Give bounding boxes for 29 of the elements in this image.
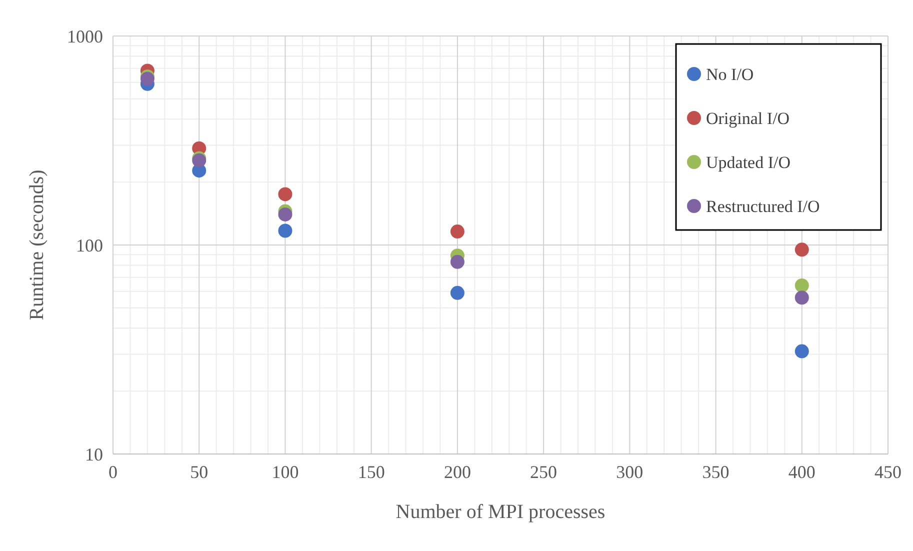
x-axis-title: Number of MPI processes <box>396 501 606 523</box>
point <box>278 187 292 202</box>
x-tick-label: 350 <box>702 462 730 482</box>
y-tick-label: 1000 <box>67 26 103 46</box>
point <box>794 242 809 257</box>
x-tick-label: 450 <box>874 462 902 482</box>
point <box>278 224 292 238</box>
point <box>794 290 809 305</box>
x-tick-label: 300 <box>616 462 644 482</box>
x-tick-label: 250 <box>530 462 558 482</box>
legend-label: Restructured I/O <box>706 196 820 216</box>
legend-label: No I/O <box>706 64 754 84</box>
point <box>278 207 292 222</box>
x-tick-label: 400 <box>788 462 816 482</box>
x-tick-label: 150 <box>358 462 385 482</box>
legend-label: Updated I/O <box>706 152 791 172</box>
point <box>450 286 464 300</box>
legend-label: Original I/O <box>706 108 790 128</box>
x-tick-label: 100 <box>272 462 299 482</box>
point <box>794 344 809 358</box>
point <box>794 278 809 293</box>
x-tick-label: 50 <box>190 462 208 482</box>
y-axis-title: Runtime (seconds) <box>26 170 48 320</box>
x-tick-label: 200 <box>444 462 471 482</box>
y-tick-label: 10 <box>85 444 103 464</box>
y-tick-label: 100 <box>76 235 103 256</box>
point <box>450 254 464 269</box>
point <box>450 224 464 239</box>
x-tick-label: 0 <box>108 462 118 482</box>
